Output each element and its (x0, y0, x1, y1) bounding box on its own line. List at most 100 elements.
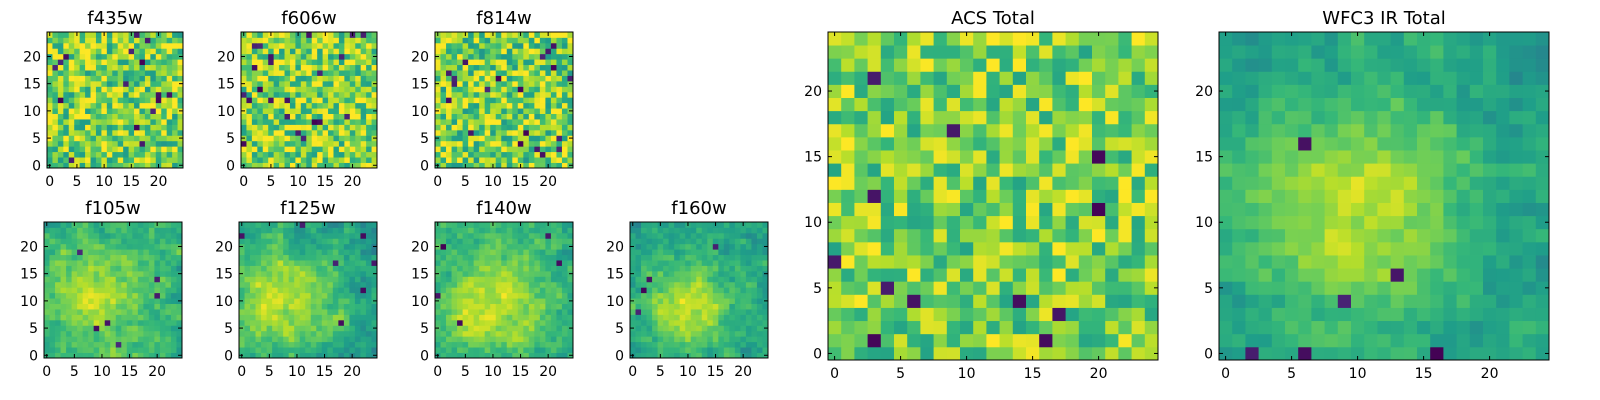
heatmap-cell (166, 129, 173, 136)
heatmap-cell (166, 75, 173, 82)
heatmap-cell (90, 162, 97, 169)
heatmap-cell (311, 119, 318, 125)
heatmap-cell (251, 146, 258, 153)
heatmap-cell (311, 113, 318, 120)
heatmap-cell (712, 254, 719, 261)
heatmap-cell (685, 287, 692, 294)
heatmap-cell (457, 309, 463, 315)
heatmap-cell (123, 108, 129, 114)
heatmap-cell (60, 314, 67, 321)
heatmap-cell (272, 232, 279, 239)
heatmap-cell (473, 140, 480, 147)
heatmap-cell (468, 151, 475, 158)
heatmap-cell (49, 341, 56, 348)
heatmap-cell (473, 238, 480, 245)
heatmap-cell (894, 189, 908, 203)
heatmap-cell (305, 254, 312, 261)
heatmap-cell (110, 287, 117, 294)
heatmap-cell (646, 254, 653, 261)
heatmap-cell (101, 59, 108, 66)
heatmap-cell (272, 260, 279, 266)
heatmap-cell (106, 48, 113, 55)
heatmap-cell (512, 336, 519, 343)
heatmap-cell (172, 108, 178, 114)
heatmap-cell (328, 151, 334, 158)
heatmap-cell (920, 163, 934, 177)
heatmap-cell (349, 309, 356, 315)
heatmap-cell (128, 75, 135, 82)
heatmap-cell (986, 255, 1000, 269)
heatmap-cell (310, 292, 317, 299)
heatmap-cell (365, 314, 372, 321)
heatmap-cell (517, 298, 524, 304)
heatmap-cell (79, 146, 86, 153)
heatmap-cell (90, 48, 97, 55)
heatmap-cell (679, 265, 686, 272)
heatmap-cell (446, 113, 452, 120)
heatmap-cell (148, 232, 155, 239)
heatmap-cell (707, 222, 714, 228)
heatmap-cell (462, 113, 469, 120)
heatmap-cell (311, 86, 318, 93)
heatmap-cell (556, 319, 563, 326)
heatmap-cell (299, 227, 306, 234)
heatmap-cell (257, 91, 264, 98)
heatmap-cell (161, 91, 168, 98)
heatmap-cell (176, 260, 183, 266)
heatmap-cell (93, 249, 100, 256)
heatmap-cell (751, 249, 758, 256)
heatmap-cell (512, 276, 519, 283)
heatmap-cell (159, 254, 166, 261)
heatmap-cell (355, 135, 362, 142)
heatmap-cell (299, 265, 306, 272)
heatmap-cell (121, 303, 128, 310)
heatmap-cell (440, 135, 447, 142)
heatmap-cell (261, 249, 267, 256)
heatmap-cell (528, 32, 535, 38)
heatmap-cell (49, 254, 56, 261)
heatmap-cell (166, 108, 173, 114)
heatmap-cell (63, 70, 70, 76)
heatmap-cell (300, 37, 307, 44)
heatmap-cell (696, 270, 703, 277)
heatmap-cell (635, 276, 642, 283)
heatmap-cell (534, 113, 541, 120)
heatmap-cell (484, 227, 491, 234)
heatmap-cell (490, 135, 497, 142)
heatmap-cell (501, 86, 508, 93)
heatmap-cell (349, 341, 356, 348)
heatmap-cell (273, 91, 280, 98)
heatmap-cell (707, 309, 714, 315)
heatmap-cell (534, 48, 541, 55)
heatmap-cell (272, 227, 279, 234)
heatmap-cell (1026, 189, 1040, 203)
heatmap-cell (539, 151, 546, 158)
heatmap-cell (556, 292, 563, 299)
heatmap-cell (729, 222, 736, 228)
heatmap-cell (512, 70, 519, 76)
heatmap-cell (71, 298, 78, 304)
heatmap-cell (99, 249, 106, 256)
heatmap-cell (246, 113, 253, 120)
heatmap-cell (170, 243, 177, 250)
heatmap-cell (272, 249, 279, 256)
heatmap-cell (327, 227, 334, 234)
heatmap-cell (121, 238, 128, 245)
heatmap-cell (360, 238, 367, 245)
heatmap-cell (740, 260, 747, 266)
heatmap-cell (277, 238, 284, 245)
heatmap-cell (283, 254, 290, 261)
heatmap-cell (446, 227, 452, 234)
heatmap-cell (79, 32, 86, 38)
heatmap-cell (338, 287, 345, 294)
heatmap-cell (154, 309, 161, 315)
heatmap-cell (473, 303, 480, 310)
heatmap-cell (854, 176, 868, 190)
heatmap-cell (99, 314, 106, 321)
heatmap-cell (707, 341, 714, 348)
heatmap-cell (321, 243, 328, 250)
heatmap-cell (756, 330, 763, 337)
heatmap-cell (85, 151, 91, 158)
heatmap-cell (279, 75, 285, 82)
heatmap-cell (561, 97, 568, 104)
